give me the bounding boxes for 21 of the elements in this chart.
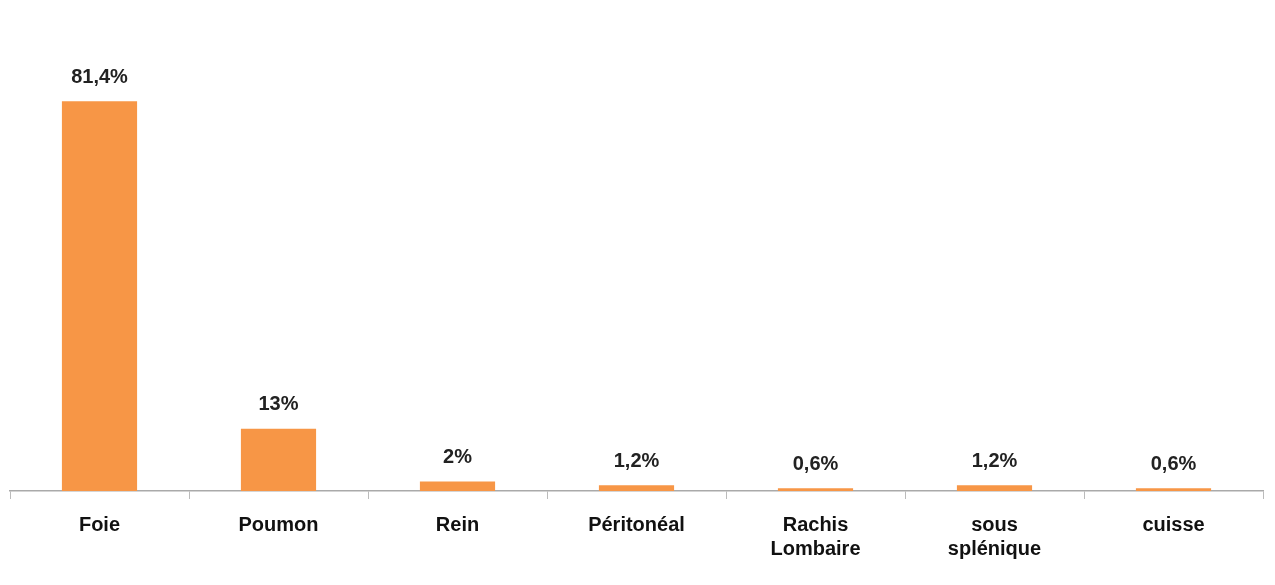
bar <box>956 485 1033 491</box>
bar <box>1135 488 1212 491</box>
x-tick-label: Péritonéal <box>588 512 685 535</box>
x-tick-label: Rachis Lombaire <box>770 512 861 559</box>
x-tick-label: cuisse <box>1142 512 1205 535</box>
bar <box>777 488 854 491</box>
x-tick-label: Poumon <box>238 512 319 535</box>
bar <box>240 428 317 491</box>
x-tick-label: Rein <box>435 512 480 535</box>
bar <box>61 101 138 491</box>
x-tick-label: sous splénique <box>947 512 1042 559</box>
data-label: 81,4% <box>71 64 129 87</box>
data-label: 1,2% <box>613 448 660 471</box>
bar <box>598 485 675 491</box>
data-label: 0,6% <box>1150 451 1197 474</box>
data-label: 2% <box>443 444 473 467</box>
data-label: 13% <box>258 392 299 415</box>
bar <box>419 481 496 491</box>
data-label: 1,2% <box>971 448 1018 471</box>
x-tick-label: Foie <box>78 512 121 535</box>
data-label: 0,6% <box>792 451 839 474</box>
